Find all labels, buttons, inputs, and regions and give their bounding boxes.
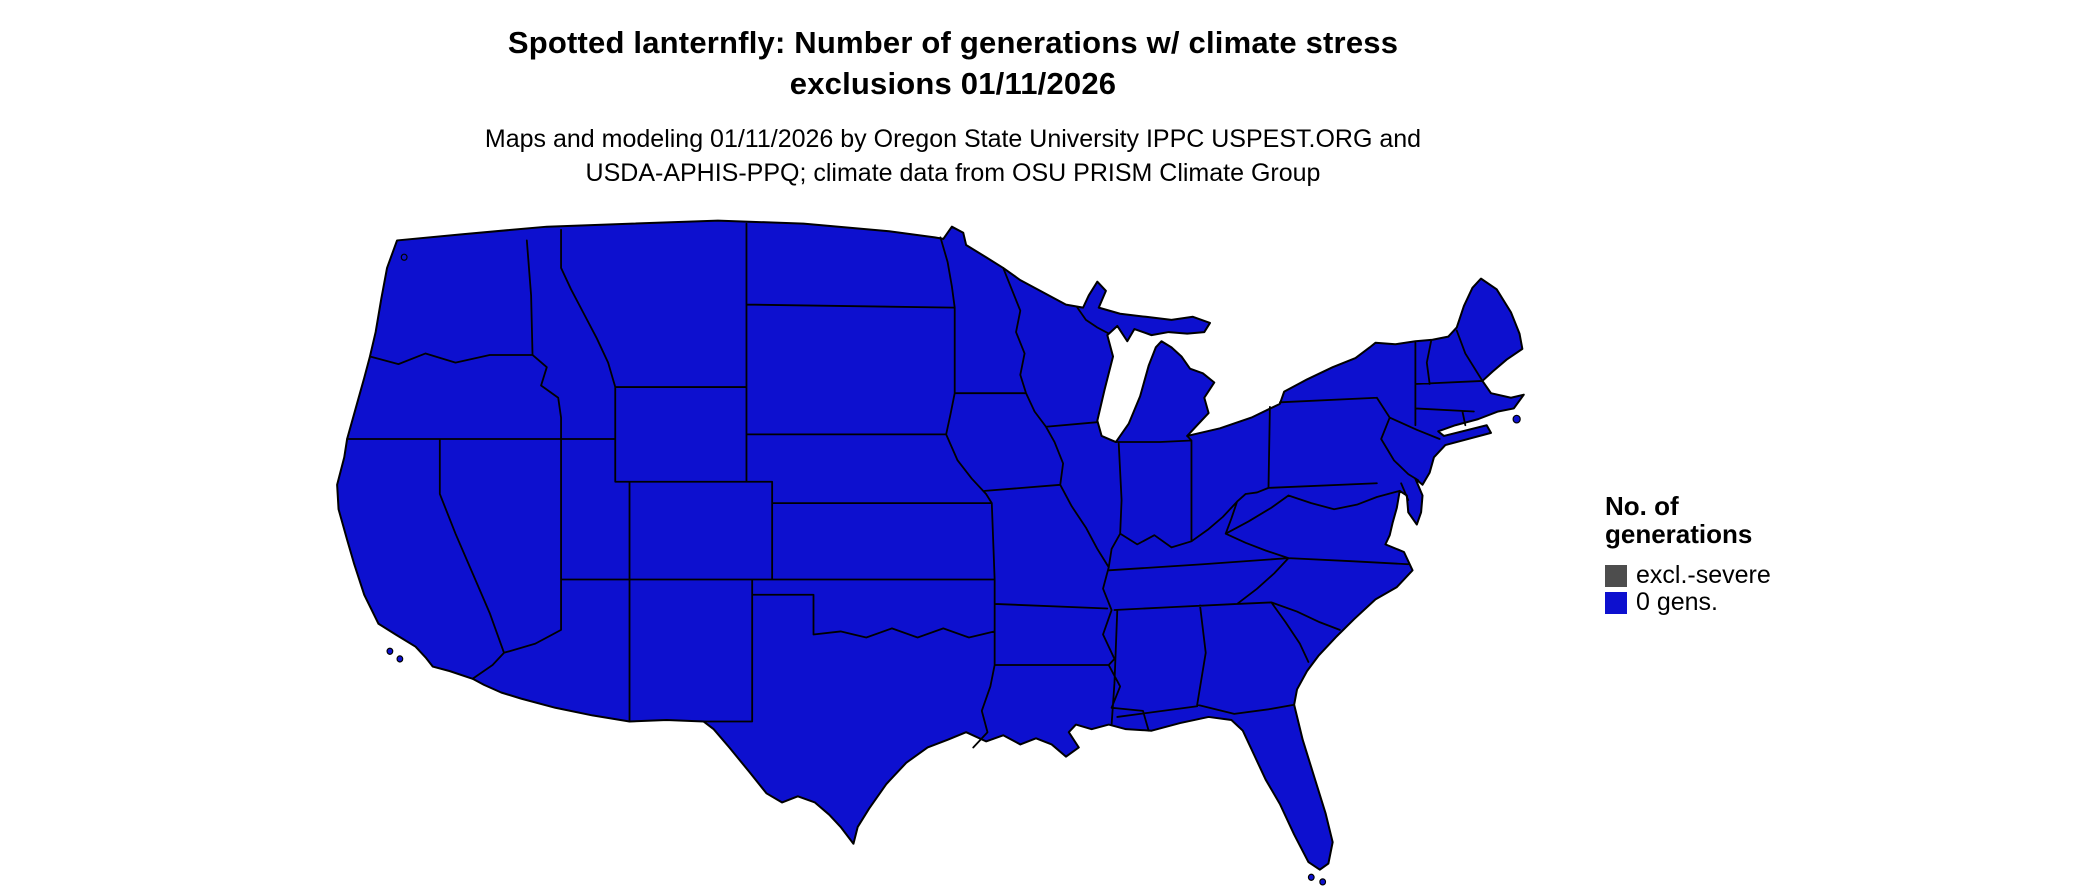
legend-item-excl-severe: excl.-severe <box>1605 562 1905 589</box>
legend-label-excl-severe: excl.-severe <box>1636 561 1771 589</box>
legend-swatch-excl-severe-color <box>1605 564 1627 587</box>
map-legend: No. of generations excl.-severe 0 gens. <box>1605 492 1905 616</box>
us-map-svg <box>330 216 1568 886</box>
page-title-line1: Spotted lanternfly: Number of generation… <box>507 25 1399 60</box>
page-title-line2: exclusions 01/11/2026 <box>789 66 1117 101</box>
legend-title-line2: generations <box>1605 519 1753 549</box>
page-subtitle: Maps and modeling 01/11/2026 by Oregon S… <box>0 122 1906 190</box>
page-subtitle-line1: Maps and modeling 01/11/2026 by Oregon S… <box>484 125 1422 153</box>
coastal-islands <box>386 253 1521 886</box>
page-subtitle-line2: USDA-APHIS-PPQ; climate data from OSU PR… <box>585 159 1321 187</box>
legend-item-0-gens: 0 gens. <box>1605 589 1905 616</box>
legend-title-line1: No. of <box>1605 491 1679 521</box>
legend-label-0-gens: 0 gens. <box>1636 588 1719 616</box>
us-outline <box>337 221 1524 870</box>
legend-title: No. of generations <box>1605 492 1905 548</box>
legend-swatch-0-gens <box>1605 591 1627 614</box>
page-title: Spotted lanternfly: Number of generation… <box>0 22 1906 104</box>
us-map <box>330 216 1568 888</box>
state-borders <box>347 224 1482 748</box>
legend-swatch-0-gens-color <box>1605 591 1627 614</box>
legend-swatch-excl-severe <box>1605 564 1627 587</box>
